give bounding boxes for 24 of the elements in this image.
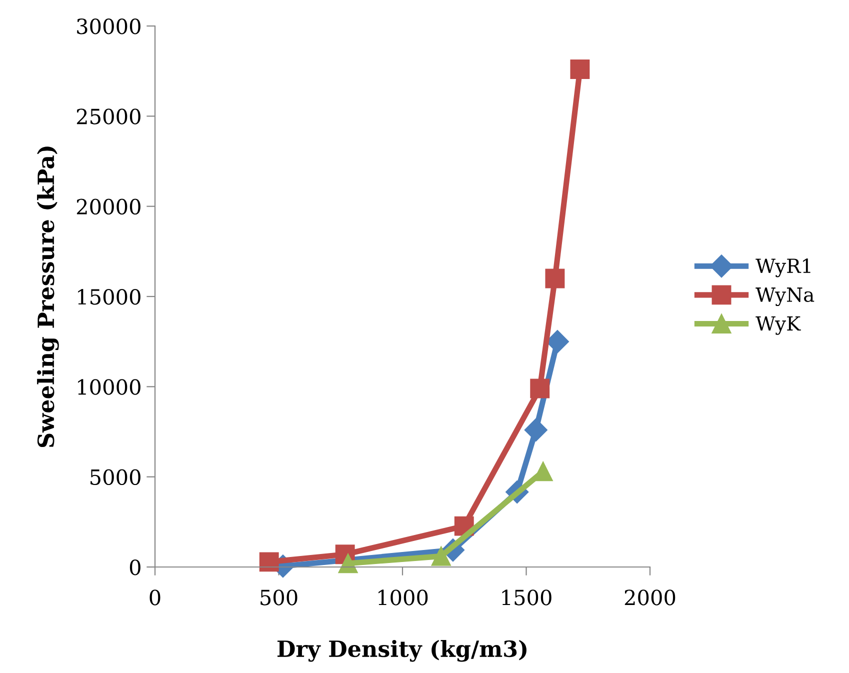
point — [545, 268, 565, 288]
x-axis-title: Dry Density (kg/m3) — [277, 640, 526, 662]
legend-label: WyK — [756, 316, 801, 335]
y-tick-label: 30000 — [77, 18, 140, 34]
point — [524, 418, 548, 442]
y-axis-title: Sweeling Pressure (kPa) — [37, 146, 59, 448]
point — [431, 546, 451, 566]
point — [570, 60, 590, 80]
y-tick-label: 15000 — [78, 288, 140, 305]
x-tick-label: 2000 — [624, 590, 676, 606]
x-tick-label: 1500 — [502, 590, 552, 606]
y-tick-label: 25000 — [76, 108, 140, 124]
legend-label: WyNa — [756, 288, 814, 306]
point — [530, 378, 550, 398]
legend-label: WyR1 — [756, 258, 810, 278]
x-tick-label: 1000 — [378, 590, 428, 606]
point — [259, 552, 279, 572]
y-tick-label: 5000 — [90, 469, 140, 486]
point — [338, 554, 358, 574]
y-tick-label: 0 — [130, 559, 140, 576]
y-tick-label: 10000 — [78, 379, 140, 395]
y-tick-label: 20000 — [76, 198, 140, 215]
x-tick-label: 0 — [150, 590, 160, 606]
x-tick-label: 500 — [260, 590, 298, 606]
